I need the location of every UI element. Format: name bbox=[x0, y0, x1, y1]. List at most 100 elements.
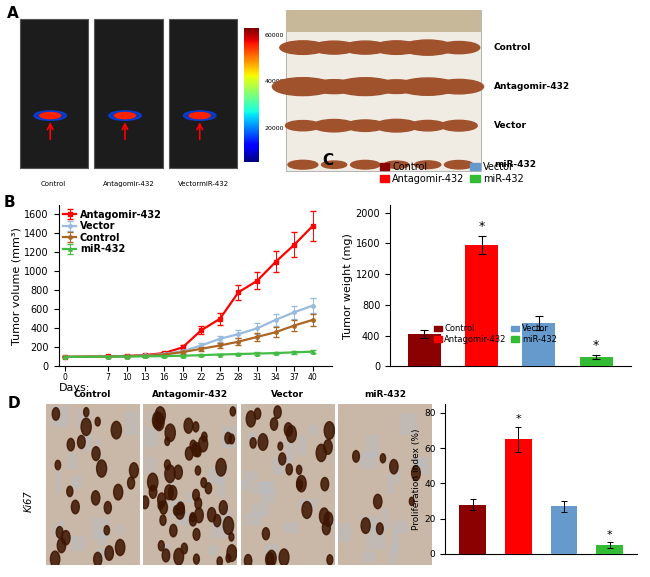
Circle shape bbox=[159, 541, 164, 551]
Bar bbox=[72, 477, 82, 489]
Bar bbox=[284, 522, 298, 533]
Circle shape bbox=[105, 546, 114, 560]
Circle shape bbox=[109, 111, 141, 121]
Circle shape bbox=[402, 40, 454, 55]
Circle shape bbox=[62, 530, 70, 545]
Circle shape bbox=[174, 505, 179, 515]
Circle shape bbox=[52, 407, 60, 420]
Legend: Antagomir-432, Vector, Control, miR-432: Antagomir-432, Vector, Control, miR-432 bbox=[63, 209, 162, 254]
Bar bbox=[146, 456, 155, 473]
Circle shape bbox=[376, 523, 384, 534]
Circle shape bbox=[361, 518, 370, 534]
Bar bbox=[367, 527, 385, 549]
Circle shape bbox=[373, 80, 420, 93]
Text: 20000: 20000 bbox=[265, 126, 284, 131]
Bar bbox=[408, 334, 441, 366]
Circle shape bbox=[353, 451, 359, 462]
Circle shape bbox=[190, 512, 196, 522]
Circle shape bbox=[92, 447, 100, 460]
Circle shape bbox=[227, 545, 237, 561]
Text: *: * bbox=[478, 219, 485, 233]
Circle shape bbox=[193, 422, 199, 432]
Text: miR-432: miR-432 bbox=[494, 160, 536, 169]
Circle shape bbox=[195, 497, 202, 509]
Bar bbox=[309, 425, 318, 435]
Circle shape bbox=[410, 121, 446, 131]
X-axis label: Days:: Days: bbox=[58, 383, 90, 393]
Circle shape bbox=[411, 466, 421, 481]
Circle shape bbox=[111, 421, 122, 439]
Circle shape bbox=[194, 508, 203, 523]
Bar bbox=[84, 435, 92, 451]
Circle shape bbox=[284, 423, 292, 436]
Circle shape bbox=[324, 440, 332, 454]
Circle shape bbox=[229, 533, 234, 541]
Text: A: A bbox=[6, 6, 18, 21]
Circle shape bbox=[278, 442, 283, 450]
Bar bbox=[167, 466, 174, 486]
Circle shape bbox=[165, 437, 170, 445]
Circle shape bbox=[174, 548, 183, 565]
Circle shape bbox=[72, 500, 79, 514]
Bar bbox=[551, 506, 577, 554]
Bar bbox=[58, 520, 64, 543]
Bar bbox=[116, 523, 124, 534]
Legend: Control, Antagomir-432, Vector, miR-432: Control, Antagomir-432, Vector, miR-432 bbox=[376, 158, 528, 188]
Circle shape bbox=[183, 111, 216, 121]
Circle shape bbox=[313, 119, 355, 132]
Circle shape bbox=[310, 80, 358, 93]
Bar bbox=[286, 9, 481, 171]
Circle shape bbox=[415, 161, 441, 168]
Bar bbox=[144, 427, 158, 447]
Bar bbox=[170, 500, 185, 518]
Bar bbox=[96, 439, 101, 463]
Circle shape bbox=[104, 526, 109, 535]
Bar bbox=[162, 544, 171, 554]
Circle shape bbox=[148, 473, 158, 491]
Bar bbox=[244, 471, 258, 479]
Circle shape bbox=[97, 460, 107, 477]
Circle shape bbox=[350, 160, 380, 169]
Circle shape bbox=[244, 554, 252, 567]
Circle shape bbox=[158, 493, 166, 507]
Circle shape bbox=[114, 113, 135, 119]
Circle shape bbox=[57, 527, 63, 538]
Bar bbox=[222, 426, 235, 448]
Circle shape bbox=[324, 422, 335, 439]
Circle shape bbox=[285, 121, 320, 131]
Circle shape bbox=[170, 524, 177, 537]
Bar bbox=[150, 411, 165, 422]
Circle shape bbox=[165, 465, 175, 482]
Circle shape bbox=[302, 501, 312, 519]
Bar bbox=[393, 521, 408, 533]
Y-axis label: Tumor weight (mg): Tumor weight (mg) bbox=[343, 233, 353, 339]
Circle shape bbox=[270, 418, 278, 430]
Bar bbox=[245, 513, 263, 525]
Circle shape bbox=[279, 453, 286, 465]
Circle shape bbox=[226, 554, 231, 563]
Bar bbox=[56, 471, 61, 493]
Circle shape bbox=[150, 485, 157, 499]
Bar bbox=[92, 518, 110, 538]
Text: miR-432: miR-432 bbox=[364, 390, 406, 399]
Circle shape bbox=[34, 111, 66, 121]
Bar bbox=[218, 477, 225, 497]
Circle shape bbox=[116, 539, 125, 556]
Bar bbox=[339, 523, 351, 542]
Circle shape bbox=[185, 447, 193, 460]
Circle shape bbox=[189, 113, 210, 119]
Bar bbox=[299, 499, 317, 509]
Bar bbox=[460, 504, 486, 554]
Bar bbox=[253, 482, 272, 494]
Circle shape bbox=[201, 478, 207, 488]
Circle shape bbox=[207, 508, 216, 522]
Circle shape bbox=[214, 515, 221, 527]
Bar bbox=[209, 545, 218, 554]
Circle shape bbox=[246, 411, 255, 427]
Circle shape bbox=[160, 501, 168, 514]
Bar bbox=[98, 531, 106, 545]
Text: *: * bbox=[593, 339, 599, 352]
Circle shape bbox=[286, 464, 292, 475]
Bar bbox=[96, 548, 109, 559]
Bar bbox=[94, 19, 162, 167]
